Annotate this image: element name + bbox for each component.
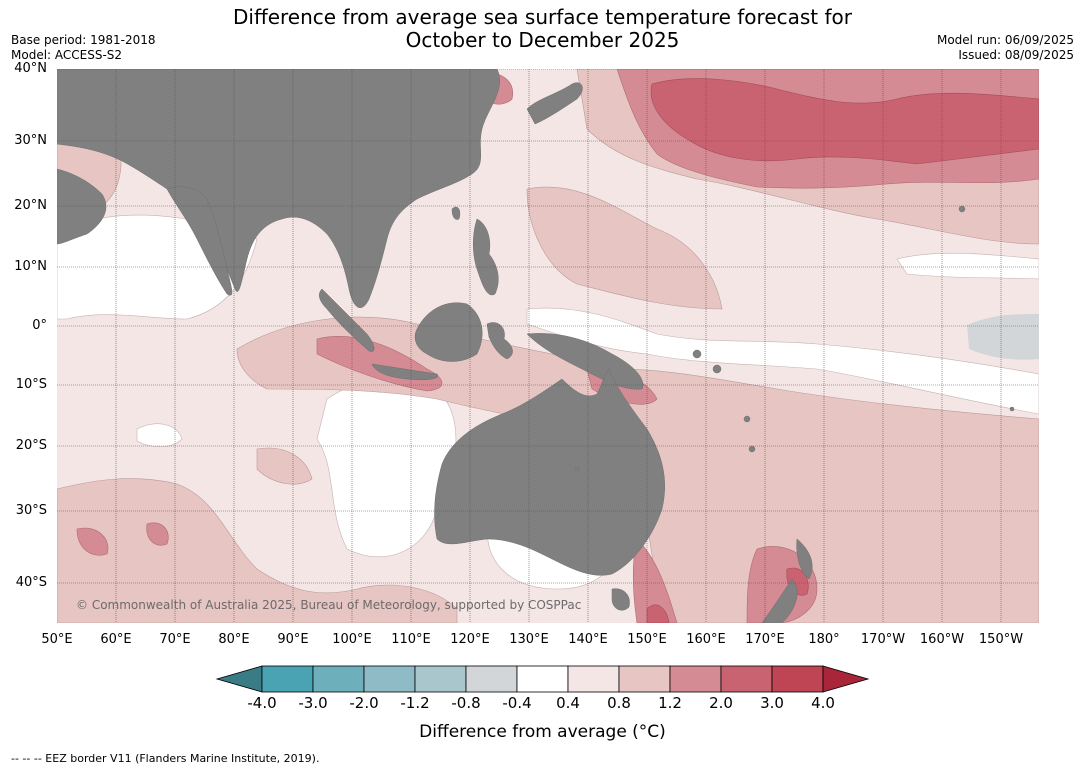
colorbar — [215, 665, 870, 693]
colorbar-tick: 4.0 — [811, 694, 835, 712]
map-title-line1: Difference from average sea surface temp… — [232, 5, 852, 29]
map-copyright: © Commonwealth of Australia 2025, Bureau… — [76, 598, 582, 612]
lon-label: 70°E — [159, 632, 191, 647]
lon-label: 170°E — [745, 632, 785, 647]
colorbar-segment — [618, 665, 671, 693]
colorbar-segment — [771, 665, 824, 693]
model-name: Model: ACCESS-S2 — [11, 48, 123, 62]
base-period: Base period: 1981-2018 — [11, 33, 156, 47]
lat-label: 40°N — [14, 61, 47, 76]
colorbar-segment — [215, 665, 263, 693]
colorbar-tick: -3.0 — [298, 694, 328, 712]
lon-label: 120°E — [450, 632, 490, 647]
lon-label: 110°E — [391, 632, 431, 647]
lat-label: 30°S — [15, 503, 47, 518]
lon-label: 90°E — [277, 632, 309, 647]
map-title-line2: October to December 2025 — [405, 28, 680, 52]
lon-label: 170°W — [860, 632, 906, 647]
lat-label: 20°S — [15, 438, 47, 453]
cool-neutral-patch — [967, 314, 1039, 360]
colorbar-segment — [363, 665, 416, 693]
colorbar-tick: -0.4 — [502, 694, 532, 712]
colorbar-tick: 0.4 — [556, 694, 580, 712]
lat-label: 0° — [32, 318, 47, 333]
colorbar-tick: 1.2 — [658, 694, 682, 712]
colorbar-tick: 0.8 — [607, 694, 631, 712]
lon-label: 150°W — [978, 632, 1024, 647]
sst-anomaly-map — [57, 69, 1039, 623]
lon-label: 160°W — [919, 632, 965, 647]
lat-label: 30°N — [14, 133, 47, 148]
colorbar-segment — [414, 665, 467, 693]
colorbar-segment — [261, 665, 314, 693]
lat-label: 10°S — [15, 377, 47, 392]
colorbar-label: Difference from average (°C) — [419, 722, 666, 742]
land — [57, 69, 1015, 623]
colorbar-segment — [516, 665, 569, 693]
colorbar-segment — [465, 665, 518, 693]
colorbar-tick: -1.2 — [400, 694, 430, 712]
lon-label: 180° — [808, 632, 840, 647]
colorbar-tick: -2.0 — [349, 694, 379, 712]
lat-label: 10°N — [14, 259, 47, 274]
graticule — [57, 69, 1039, 623]
colorbar-segments — [215, 665, 870, 693]
lon-label: 50°E — [41, 632, 73, 647]
lon-label: 60°E — [100, 632, 132, 647]
colorbar-tick: 2.0 — [709, 694, 733, 712]
colorbar-segment — [822, 665, 870, 693]
colorbar-segment — [720, 665, 773, 693]
lon-label: 100°E — [332, 632, 372, 647]
lon-label: 160°E — [686, 632, 726, 647]
colorbar-segment — [567, 665, 620, 693]
colorbar-segment — [669, 665, 722, 693]
colorbar-tick: -4.0 — [247, 694, 277, 712]
issued-date: Issued: 08/09/2025 — [958, 48, 1074, 62]
colorbar-segment — [312, 665, 365, 693]
lat-label: 20°N — [14, 198, 47, 213]
colorbar-tick: 3.0 — [760, 694, 784, 712]
eez-note: -- -- -- EEZ border V11 (Flanders Marine… — [11, 752, 320, 765]
lon-label: 130°E — [509, 632, 549, 647]
lon-label: 150°E — [627, 632, 667, 647]
lat-label: 40°S — [15, 575, 47, 590]
model-run: Model run: 06/09/2025 — [936, 33, 1074, 47]
colorbar-tick: -0.8 — [451, 694, 481, 712]
lon-label: 80°E — [218, 632, 250, 647]
lon-label: 140°E — [568, 632, 608, 647]
